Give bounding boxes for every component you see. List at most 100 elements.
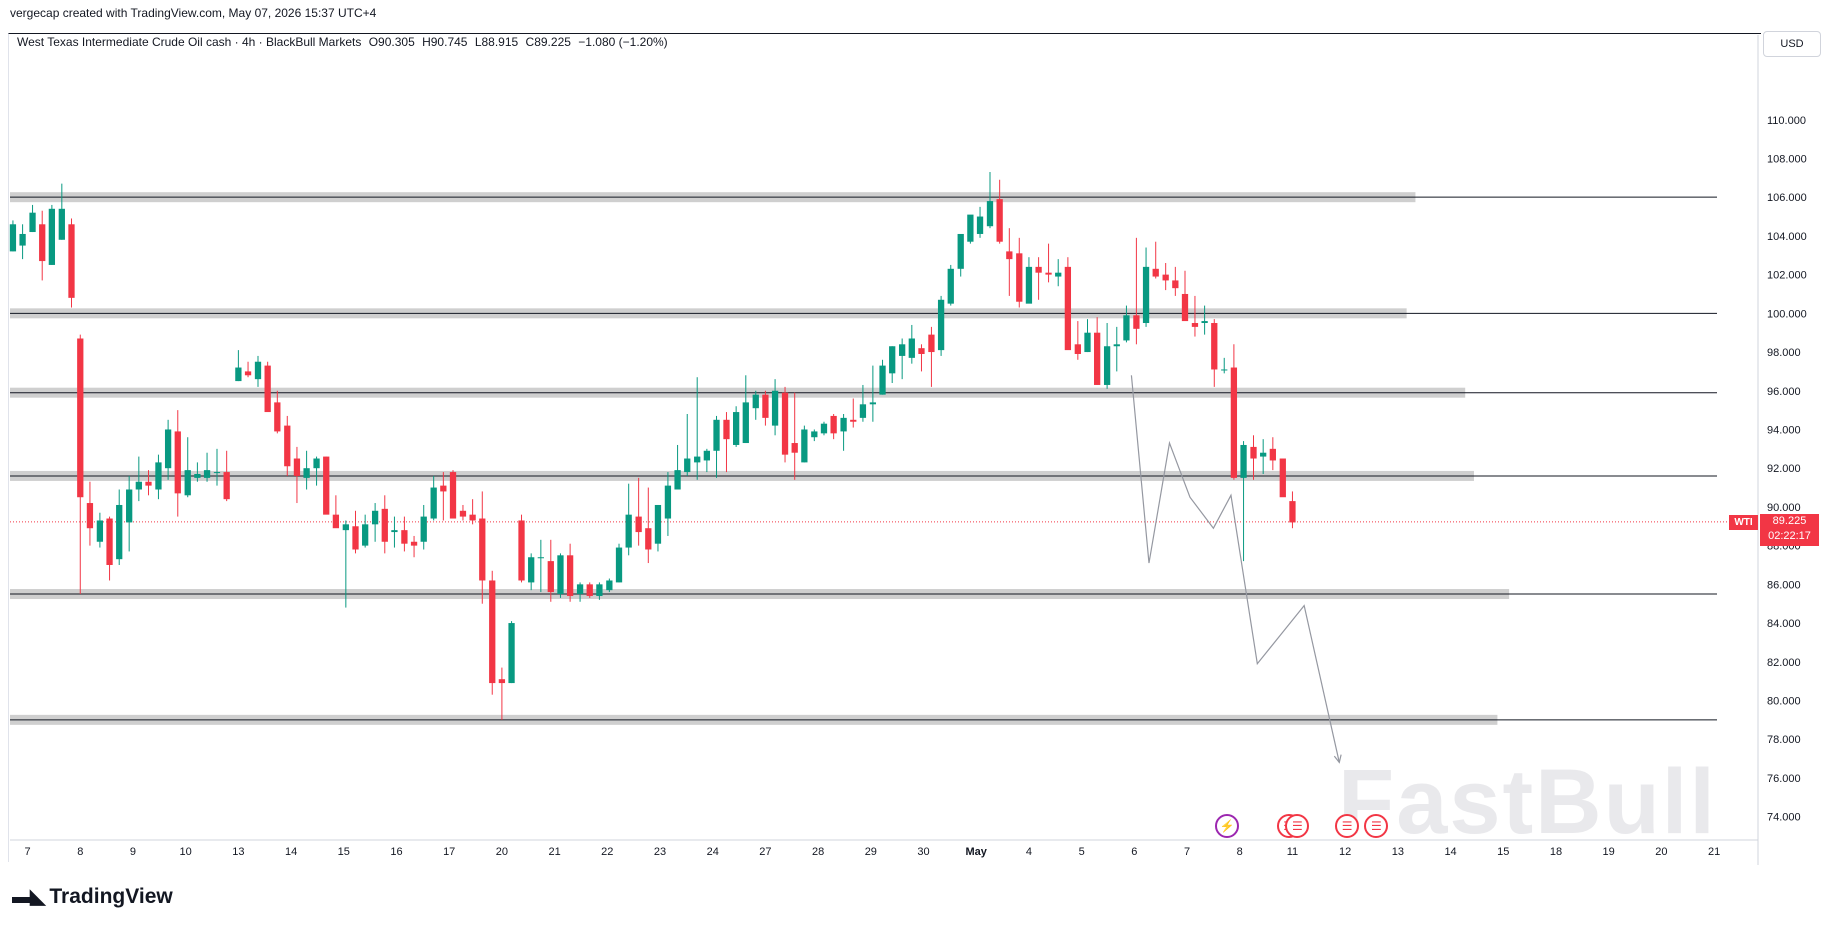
x-tick-label-0: 7 (25, 846, 31, 858)
last-price-label: 89.225 02:22:17 (1760, 513, 1819, 546)
y-tick-label-8: 90.000 (1767, 502, 1801, 514)
candle-body-83 (820, 423, 828, 434)
high-value: H90.745 (422, 35, 468, 49)
candle-body-13 (135, 481, 142, 490)
candle-body-39 (391, 530, 398, 533)
candle-body-79 (781, 392, 789, 455)
us-flag-icon[interactable]: ☰ (1335, 814, 1360, 838)
us-flag-icon[interactable]: ☰ (1364, 814, 1389, 838)
candle-body-108 (1064, 266, 1072, 351)
candle-body-126 (1240, 444, 1247, 478)
candle-body-10 (106, 518, 113, 565)
candle-body-35 (352, 526, 359, 550)
x-tick-label-1: 8 (77, 846, 83, 858)
candle-body-34 (342, 524, 349, 531)
candle-body-123 (1211, 323, 1218, 370)
candle-body-95 (937, 299, 945, 351)
candle-body-76 (752, 394, 759, 409)
candle-body-28 (284, 425, 291, 467)
candle-body-45 (449, 472, 457, 519)
x-tick-label-13: 24 (707, 846, 719, 858)
candle-body-52 (518, 520, 525, 581)
candle-body-74 (732, 412, 740, 445)
candle-body-90 (889, 346, 896, 374)
x-tick-label-27: 14 (1444, 846, 1456, 858)
chart-pane[interactable] (8, 33, 1761, 862)
y-tick-label-17: 108.000 (1767, 153, 1807, 165)
candle-body-96 (947, 268, 954, 304)
candle-body-64 (635, 516, 642, 533)
candle-body-51 (508, 623, 515, 684)
x-tick-label-22: 7 (1184, 846, 1190, 858)
candle-body-75 (742, 402, 749, 444)
candle-body-31 (313, 458, 320, 469)
candle-body-16 (164, 429, 172, 469)
x-tick-label-6: 15 (338, 846, 350, 858)
candle-body-25 (254, 361, 262, 380)
y-tick-label-10: 94.000 (1767, 424, 1801, 436)
candle-body-17 (174, 431, 181, 494)
candle-body-56 (557, 555, 564, 595)
candle-body-1 (19, 233, 26, 246)
candle-body-72 (713, 419, 720, 451)
x-tick-label-20: 5 (1079, 846, 1085, 858)
candle-body-101 (996, 199, 1003, 242)
x-tick-label-29: 18 (1550, 846, 1562, 858)
x-tick-label-5: 14 (285, 846, 297, 858)
candle-body-117 (1152, 268, 1159, 277)
y-tick-label-13: 100.000 (1767, 308, 1807, 320)
x-tick-label-21: 6 (1131, 846, 1137, 858)
candle-body-131 (1289, 501, 1296, 523)
candle-body-94 (928, 334, 935, 353)
candle-body-60 (596, 584, 603, 596)
y-tick-label-5: 84.000 (1767, 618, 1801, 630)
candle-body-42 (420, 516, 427, 542)
candle-body-100 (986, 201, 994, 227)
candle-body-5 (58, 208, 65, 240)
candle-body-24 (244, 371, 252, 376)
candle-body-58 (576, 584, 584, 595)
instrument-name: West Texas Intermediate Crude Oil cash ·… (17, 35, 362, 49)
candle-body-118 (1162, 274, 1169, 281)
candle-body-53 (528, 557, 535, 583)
candle-body-3 (39, 224, 46, 262)
candle-body-69 (684, 458, 691, 473)
candle-body-14 (145, 481, 152, 486)
candle-body-109 (1074, 344, 1081, 354)
candle-body-124 (1221, 369, 1228, 371)
candle-body-119 (1172, 280, 1179, 289)
candle-body-4 (48, 208, 56, 265)
candle-body-46 (459, 510, 467, 517)
candle-body-57 (566, 555, 574, 596)
projection-arrow-icon (1333, 754, 1342, 764)
candle-body-26 (264, 365, 271, 413)
candle-body-67 (664, 485, 672, 519)
candle-body-116 (1142, 266, 1150, 324)
candle-body-112 (1103, 346, 1111, 385)
last-price-value: 89.225 (1772, 514, 1807, 527)
y-tick-label-11: 96.000 (1767, 386, 1801, 398)
currency-button[interactable]: USD (1763, 31, 1821, 57)
x-tick-label-9: 20 (496, 846, 508, 858)
candle-body-105 (1035, 266, 1042, 273)
x-tick-label-17: 30 (917, 846, 929, 858)
candle-body-44 (440, 485, 447, 492)
candle-body-80 (791, 443, 798, 453)
x-tick-label-30: 19 (1603, 846, 1615, 858)
candle-body-114 (1123, 315, 1130, 341)
us-flag-icon[interactable]: ☰ (1285, 814, 1310, 838)
candle-body-0 (9, 224, 17, 252)
y-tick-label-1: 76.000 (1767, 773, 1801, 785)
candle-body-111 (1094, 332, 1101, 385)
candle-body-15 (155, 462, 162, 490)
x-tick-label-15: 28 (812, 846, 824, 858)
candle-body-2 (29, 212, 36, 233)
lightning-icon[interactable]: ⚡ (1215, 814, 1240, 838)
x-tick-label-7: 16 (390, 846, 402, 858)
x-tick-label-2: 9 (130, 846, 136, 858)
x-tick-label-18: May (966, 846, 988, 858)
candle-body-55 (547, 561, 554, 593)
x-tick-label-23: 8 (1237, 846, 1243, 858)
candle-body-38 (381, 508, 388, 542)
